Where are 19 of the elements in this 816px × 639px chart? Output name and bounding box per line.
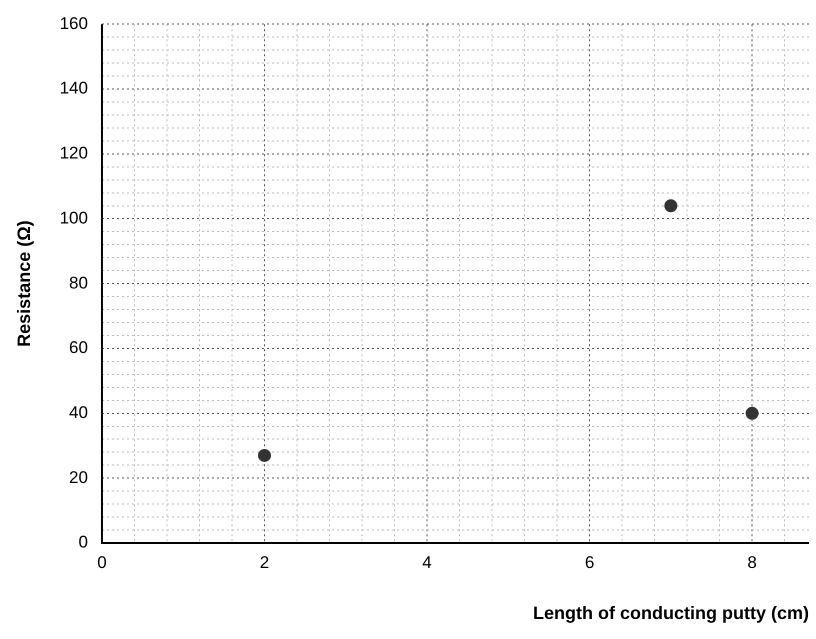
x-tick-label: 8 bbox=[747, 552, 757, 572]
x-tick-label: 0 bbox=[97, 552, 107, 572]
point bbox=[746, 406, 759, 420]
point bbox=[258, 448, 271, 462]
y-tick-label: 40 bbox=[69, 402, 88, 422]
y-tick-label: 60 bbox=[69, 338, 88, 358]
y-axis-title: Resistance (Ω) bbox=[14, 220, 34, 347]
point bbox=[664, 199, 678, 212]
x-axis-title: Length of conducting putty (cm) bbox=[533, 603, 809, 624]
y-tick-label: 160 bbox=[60, 14, 88, 33]
y-tick-label: 120 bbox=[60, 144, 88, 163]
y-tick-label: 20 bbox=[69, 468, 88, 487]
y-tick-label: 100 bbox=[60, 208, 88, 228]
x-tick-label: 6 bbox=[584, 552, 594, 572]
y-tick-label: 0 bbox=[78, 532, 88, 552]
y-tick-label: 80 bbox=[69, 273, 88, 292]
x-tick-label: 2 bbox=[260, 552, 270, 572]
y-tick-label: 140 bbox=[60, 78, 88, 98]
x-tick-label: 4 bbox=[422, 552, 432, 572]
